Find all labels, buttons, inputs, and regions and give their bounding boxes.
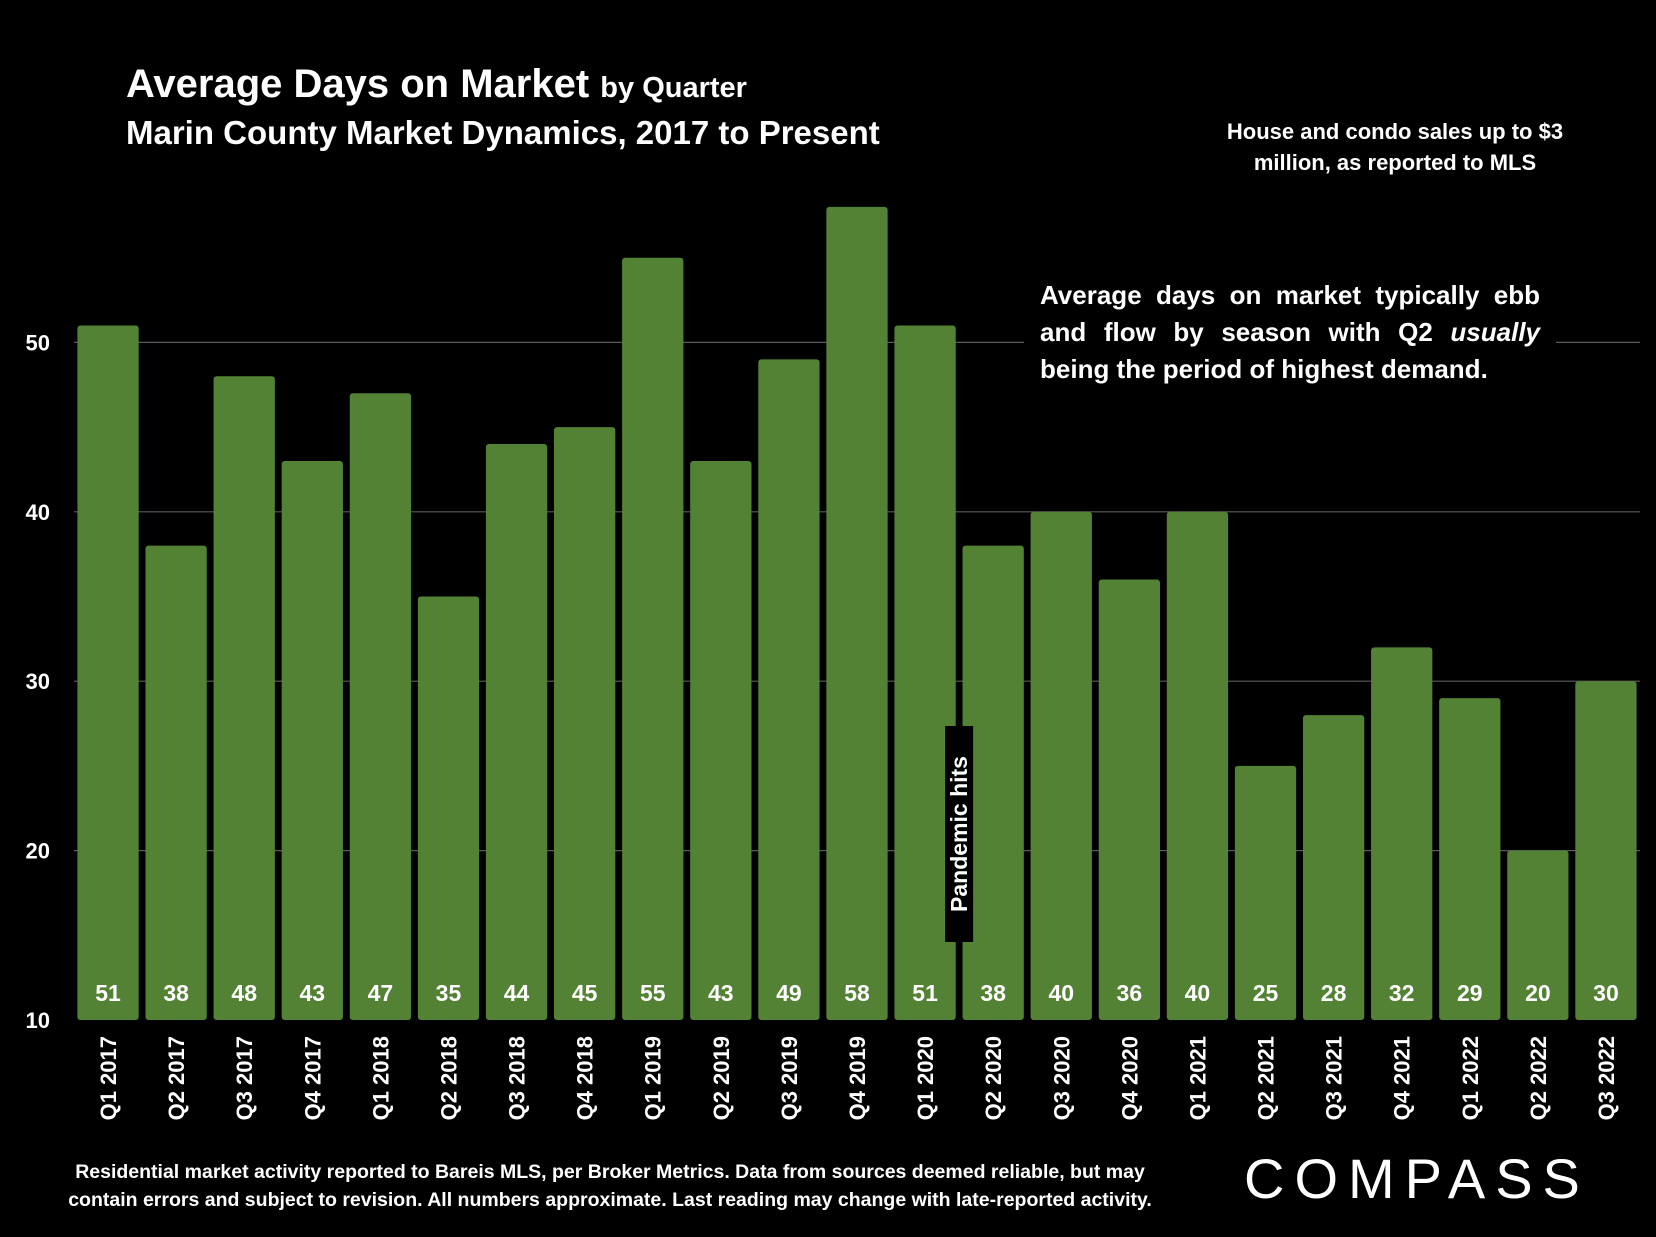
- x-tick-label: Q1 2022: [1458, 1036, 1483, 1120]
- bar: [213, 376, 275, 1020]
- x-tick-label: Q4 2018: [573, 1036, 598, 1120]
- x-tick-label: Q3 2017: [232, 1036, 257, 1120]
- bar: [962, 545, 1024, 1020]
- x-tick-label: Q1 2021: [1185, 1036, 1210, 1120]
- bar: [554, 427, 616, 1021]
- callout-emphasis: usually: [1450, 317, 1540, 347]
- bar: [1575, 681, 1637, 1020]
- x-tick-label: Q4 2021: [1390, 1036, 1415, 1120]
- annotations: Pandemic hits: [945, 726, 974, 942]
- x-tick-label: Q3 2020: [1049, 1036, 1074, 1120]
- bar-value-label: 45: [572, 980, 598, 1006]
- x-tick-label: Q2 2018: [436, 1036, 461, 1120]
- x-tick-label: Q3 2019: [777, 1036, 802, 1120]
- bar-value-label: 40: [1048, 980, 1074, 1006]
- x-tick-label: Q4 2017: [300, 1036, 325, 1120]
- bar: [826, 206, 888, 1020]
- bar-value-labels: 51 38 48 43 47 35 44 45 55 43 49 58 51 38 40 36 40 25 28 32…: [95, 980, 1619, 1006]
- bar-value-label: 44: [504, 980, 530, 1006]
- chart-title-main: Average Days on Market: [126, 62, 590, 106]
- y-axis-ticks: 10 20 30 40 50: [26, 330, 50, 1033]
- bars: [77, 206, 1637, 1021]
- bar-value-label: 47: [368, 980, 394, 1006]
- bar-value-label: 20: [1525, 980, 1551, 1006]
- x-tick-label: Q2 2022: [1526, 1036, 1551, 1120]
- y-tick-label: 10: [26, 1008, 50, 1033]
- bar-value-label: 36: [1117, 980, 1143, 1006]
- scope-note: House and condo sales up to $3 million, …: [1226, 119, 1564, 175]
- bar: [1507, 850, 1569, 1020]
- x-tick-label: Q2 2021: [1254, 1036, 1279, 1120]
- bar-value-label: 49: [776, 980, 802, 1006]
- bar: [1030, 511, 1092, 1020]
- y-tick-label: 30: [26, 669, 50, 694]
- bar: [485, 444, 548, 1020]
- bar-value-label: 35: [436, 980, 462, 1006]
- y-tick-label: 20: [26, 839, 50, 864]
- bar: [1371, 647, 1433, 1020]
- chart-subtitle: Marin County Market Dynamics, 2017 to Pr…: [126, 114, 880, 151]
- x-tick-label: Q4 2019: [845, 1036, 870, 1120]
- x-tick-label: Q2 2017: [164, 1036, 189, 1120]
- x-tick-label: Q1 2019: [641, 1036, 666, 1120]
- bar-value-label: 43: [708, 980, 734, 1006]
- bar: [690, 460, 752, 1021]
- bar-value-label: 28: [1321, 980, 1347, 1006]
- compass-logo-wordmark: COMPASS: [1244, 1148, 1590, 1208]
- y-tick-label: 40: [26, 500, 50, 525]
- bar: [1302, 715, 1365, 1020]
- x-tick-label: Q1 2017: [96, 1036, 121, 1120]
- bar: [1098, 579, 1160, 1020]
- x-tick-label: Q3 2018: [505, 1036, 530, 1120]
- callout-text-start: Average days on market typically ebb and…: [1040, 280, 1540, 347]
- x-tick-label: Q3 2022: [1594, 1036, 1619, 1120]
- bar-value-label: 43: [300, 980, 326, 1006]
- bar-value-label: 32: [1389, 980, 1415, 1006]
- bar-value-label: 51: [95, 980, 121, 1006]
- callout-box: Average days on market typically ebb and…: [1024, 277, 1556, 389]
- bar-value-label: 51: [912, 980, 938, 1006]
- bar-value-label: 38: [980, 980, 1006, 1006]
- bar: [758, 359, 820, 1021]
- x-tick-label: Q2 2020: [981, 1036, 1006, 1120]
- x-tick-label: Q3 2021: [1322, 1036, 1347, 1120]
- bar: [417, 596, 480, 1020]
- bar-value-label: 29: [1457, 980, 1483, 1006]
- x-tick-label: Q2 2019: [709, 1036, 734, 1120]
- x-axis-ticks: Q1 2017 Q2 2017 Q3 2017 Q4 2017 Q1 2018 Q2 20…: [96, 1036, 1619, 1120]
- bar: [281, 460, 343, 1021]
- annotation-backdrop: [945, 726, 974, 942]
- bar: [349, 393, 412, 1021]
- bar-value-label: 38: [163, 980, 189, 1006]
- bar: [77, 325, 139, 1021]
- bar: [145, 545, 207, 1020]
- footer-disclaimer: Residential market activity reported to …: [68, 1161, 1152, 1211]
- bar: [1234, 765, 1297, 1020]
- callout-text: Average days on market typically ebb and…: [1040, 277, 1540, 388]
- x-tick-label: Q4 2020: [1117, 1036, 1142, 1120]
- bar-value-label: 40: [1185, 980, 1211, 1006]
- x-tick-label: Q1 2020: [913, 1036, 938, 1120]
- bar-value-label: 30: [1593, 980, 1619, 1006]
- chart-title-suffix: by Quarter: [600, 72, 747, 104]
- pandemic-annotation: Pandemic hits: [946, 756, 972, 912]
- chart-title-block: Average Days on Market by Quarter Marin …: [126, 60, 880, 154]
- compass-logo: COMPASS: [1244, 1148, 1590, 1208]
- bar: [622, 257, 684, 1020]
- bar-value-label: 25: [1253, 980, 1279, 1006]
- x-tick-label: Q1 2018: [368, 1036, 393, 1120]
- bar-value-label: 58: [844, 980, 870, 1006]
- bar: [1439, 698, 1501, 1020]
- bar-value-label: 48: [231, 980, 257, 1006]
- bar-value-label: 55: [640, 980, 666, 1006]
- y-tick-label: 50: [26, 330, 50, 355]
- bar: [1166, 511, 1229, 1020]
- chart-title: Average Days on Market by Quarter: [126, 60, 880, 112]
- bar: [894, 325, 956, 1021]
- callout-text-end: being the period of highest demand.: [1040, 354, 1488, 384]
